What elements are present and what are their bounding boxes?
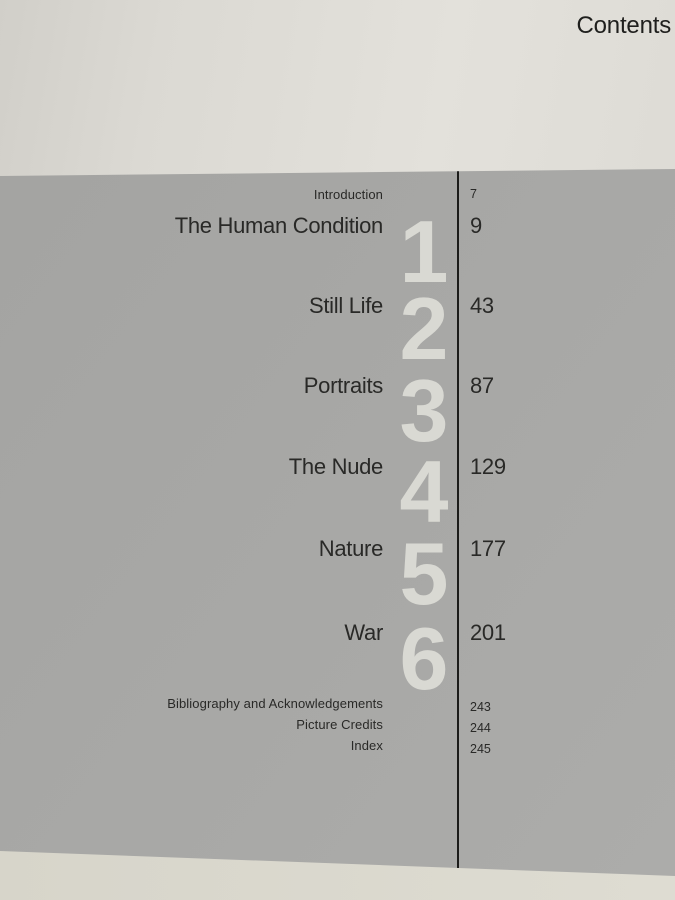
chapter-numeral-2: 2 xyxy=(399,279,449,378)
chapter-title: War xyxy=(344,620,383,645)
chapter-page-number: 201 xyxy=(470,620,506,645)
entry-label: Index xyxy=(350,738,383,753)
chapter-numeral-1: 1 xyxy=(399,202,449,301)
entry-page-number: 7 xyxy=(470,187,477,201)
chapter-numeral-3: 3 xyxy=(399,361,449,460)
entry-page-number: 245 xyxy=(470,742,491,756)
chapter-page-number: 129 xyxy=(470,454,506,479)
page-title: Contents xyxy=(576,12,672,39)
chapter-title: Still Life xyxy=(308,293,383,318)
chapter-page-number: 9 xyxy=(470,213,482,238)
chapter-numeral-5: 5 xyxy=(399,524,449,623)
entry-page-number: 244 xyxy=(470,721,491,735)
chapter-page-number: 43 xyxy=(470,293,494,318)
chapter-page-number: 177 xyxy=(470,536,506,561)
chapter-page-number: 87 xyxy=(470,373,494,398)
chapter-title: Portraits xyxy=(303,373,384,398)
chapter-numeral-4: 4 xyxy=(399,442,449,541)
entry-label: Picture Credits xyxy=(296,717,383,732)
entry-page-number: 243 xyxy=(470,700,491,714)
entry-label: Introduction xyxy=(313,187,383,202)
chapter-title: The Human Condition xyxy=(174,213,384,238)
chapter-numeral-6: 6 xyxy=(399,609,449,708)
divider-rule xyxy=(457,169,459,876)
entry-label: Bibliography and Acknowledgements xyxy=(167,696,383,711)
chapter-title: Nature xyxy=(318,536,384,561)
chapter-title: The Nude xyxy=(288,454,384,479)
